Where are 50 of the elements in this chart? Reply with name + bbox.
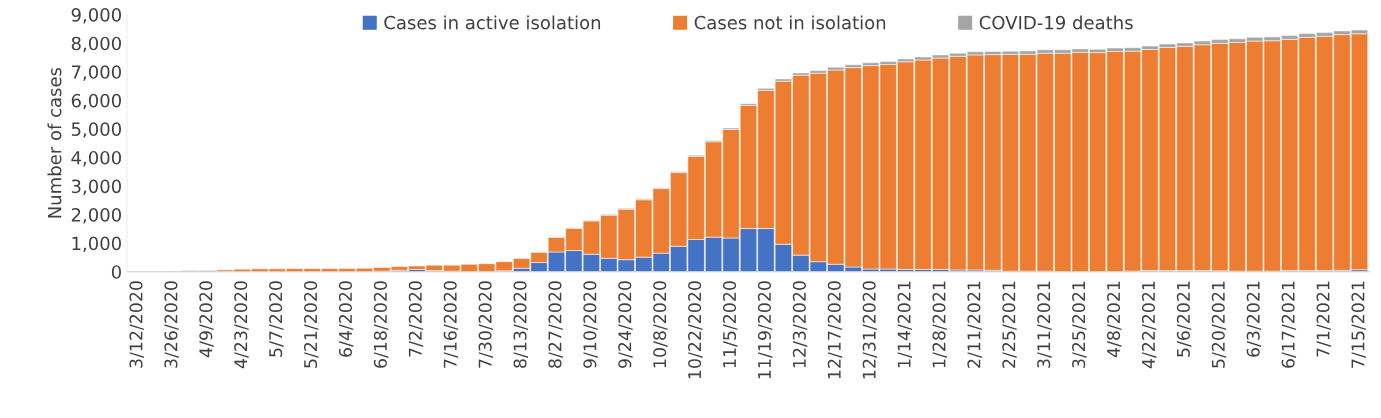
x-tick-label: 4/8/2021 — [1106, 281, 1122, 358]
x-tick-label: 1/14/2021 — [897, 281, 913, 368]
legend-label: Cases in active isolation — [384, 15, 601, 30]
x-tick-label: 6/18/2020 — [373, 281, 389, 368]
x-tick-label: 6/3/2021 — [1246, 281, 1262, 357]
x-tick-label: 7/30/2020 — [478, 281, 494, 368]
y-tick-label: 8,000 — [71, 36, 121, 53]
x-tick-label: 7/2/2020 — [408, 281, 424, 357]
x-tick-label: 9/24/2020 — [618, 281, 633, 368]
y-tick-label: 2,000 — [71, 208, 121, 224]
x-tick-label: 4/23/2020 — [234, 281, 249, 369]
y-tick-label: 9,000 — [71, 8, 121, 24]
x-tick-label: 10/8/2020 — [653, 281, 668, 368]
x-tick-label: 5/6/2021 — [1176, 281, 1192, 357]
x-tick-label: 12/31/2020 — [862, 281, 878, 379]
y-tick-label: 6,000 — [71, 93, 121, 110]
x-tick-label: 3/11/2021 — [1037, 281, 1052, 368]
x-tick-label: 12/3/2020 — [792, 281, 808, 368]
x-tick-label: 7/15/2021 — [1351, 281, 1366, 368]
x-tick-label: 10/22/2020 — [688, 281, 703, 379]
y-tick-label: 1,000 — [72, 236, 121, 253]
x-tick-label: 8/13/2020 — [513, 281, 528, 368]
x-tick-label: 6/4/2020 — [338, 281, 354, 357]
x-tick-label: 5/20/2021 — [1211, 281, 1227, 368]
y-tick-label: 7,000 — [71, 65, 121, 81]
x-tick-label: 7/1/2021 — [1316, 281, 1331, 357]
x-tick-label: 5/21/2020 — [304, 281, 319, 368]
x-tick-label: 4/22/2021 — [1141, 281, 1157, 369]
x-tick-label: 2/11/2021 — [967, 281, 982, 368]
x-tick-label: 2/25/2021 — [1002, 281, 1017, 368]
legend-label: Cases not in isolation — [694, 15, 886, 30]
y-axis-title: Number of cases — [47, 67, 62, 218]
x-tick-label: 11/5/2020 — [722, 281, 738, 368]
x-tick-label: 7/16/2020 — [443, 281, 459, 368]
y-tick-label: 4,000 — [71, 150, 121, 167]
x-tick-label: 3/26/2020 — [164, 281, 179, 368]
y-tick-label: 5,000 — [71, 122, 121, 138]
legend-label: COVID-19 deaths — [979, 15, 1133, 30]
y-tick-label: 0 — [111, 265, 121, 279]
y-tick-label: 3,000 — [71, 179, 121, 195]
x-tick-label: 6/17/2021 — [1281, 281, 1297, 368]
x-tick-label: 5/7/2020 — [269, 281, 284, 357]
x-tick-label: 11/19/2020 — [757, 281, 773, 379]
x-tick-label: 1/28/2021 — [932, 281, 947, 368]
x-tick-label: 9/10/2020 — [583, 281, 598, 368]
x-tick-label: 12/17/2020 — [827, 281, 843, 379]
x-tick-label: 4/9/2020 — [199, 281, 214, 358]
x-tick-label: 8/27/2020 — [548, 281, 563, 368]
x-tick-label: 3/25/2021 — [1072, 281, 1087, 368]
x-tick-label: 3/12/2020 — [129, 281, 144, 368]
